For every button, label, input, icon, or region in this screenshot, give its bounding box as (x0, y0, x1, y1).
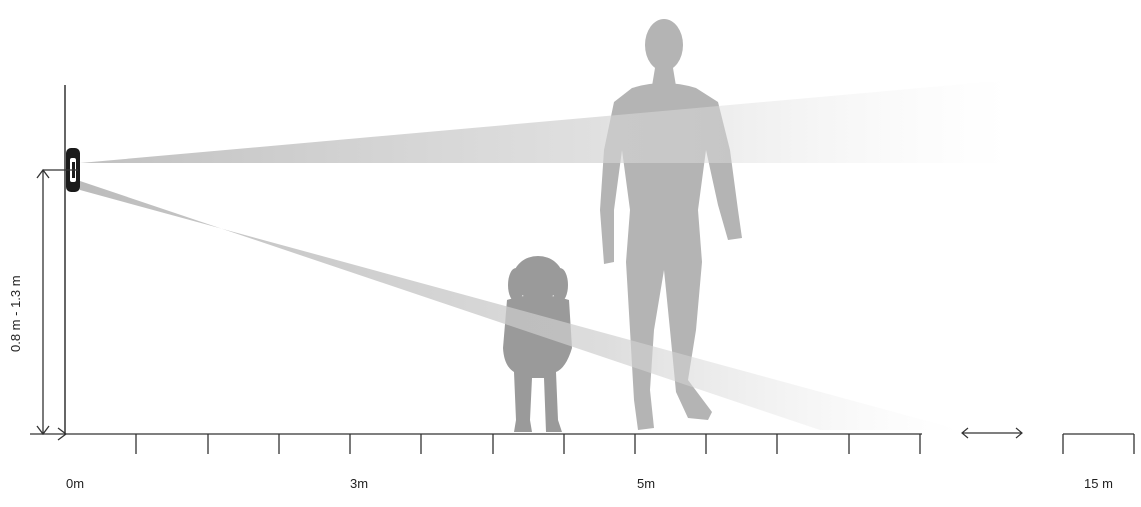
mount-height-label: 0.8 m - 1.3 m (8, 275, 23, 352)
distance-label-3m: 3m (350, 476, 369, 491)
upper-detection-beam (80, 80, 1010, 163)
double-arrow-icon (961, 427, 1023, 439)
distance-label-5m: 5m (637, 476, 656, 491)
distance-label-0m: 0m (66, 476, 85, 491)
distance-label-15m: 15 m (1084, 476, 1113, 491)
far-range-segment (1062, 433, 1135, 454)
distance-axis (57, 427, 922, 454)
dog-silhouette (503, 256, 572, 432)
vertical-dimension-arrow-icon (30, 168, 78, 436)
